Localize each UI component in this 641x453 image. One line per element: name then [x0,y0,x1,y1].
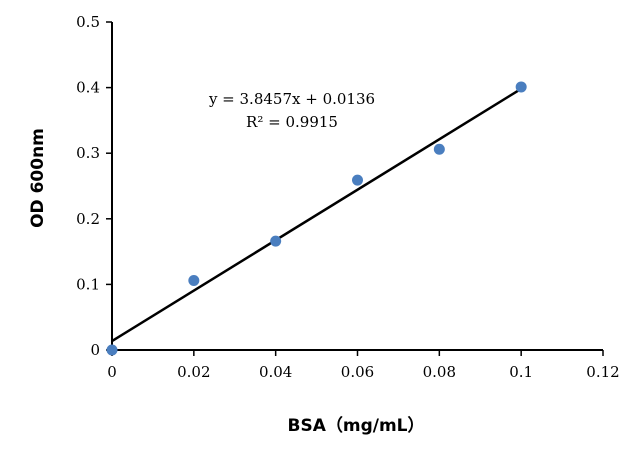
x-axis-ticks: 0 0.02 0.04 0.06 0.08 0.1 0.12 [107,350,620,381]
x-axis-title: BSA（mg/mL） [288,415,425,436]
data-points [106,81,527,356]
x-tick-label: 0 [107,363,117,381]
trendline-group [111,87,522,343]
y-axis-ticks: 0 0.1 0.2 0.3 0.4 0.5 [76,13,112,359]
data-point [515,81,527,93]
x-tick-label: 0.08 [423,363,456,381]
y-axis-title: OD 600nm [28,128,48,228]
y-tick-label: 0.1 [76,275,100,293]
x-tick-label: 0.02 [177,363,210,381]
y-tick-label: 0.4 [76,79,100,97]
data-point [106,344,118,356]
data-point [188,274,200,286]
r-squared-label: R² = 0.9915 [246,113,338,131]
x-tick-label: 0.04 [259,363,292,381]
trendline-equation: y = 3.8457x + 0.0136 [208,90,375,108]
trendline [111,87,522,343]
axes [111,22,603,351]
data-point [352,174,363,186]
y-tick-label: 0.2 [76,210,100,228]
y-tick-label: 0.3 [76,144,100,162]
x-tick-label: 0.12 [586,363,619,381]
x-tick-label: 0.06 [341,363,374,381]
x-tick-label: 0.1 [509,363,533,381]
data-point [270,235,282,247]
data-point [433,143,445,155]
y-tick-label: 0.5 [76,13,100,31]
y-tick-label: 0 [90,341,100,359]
